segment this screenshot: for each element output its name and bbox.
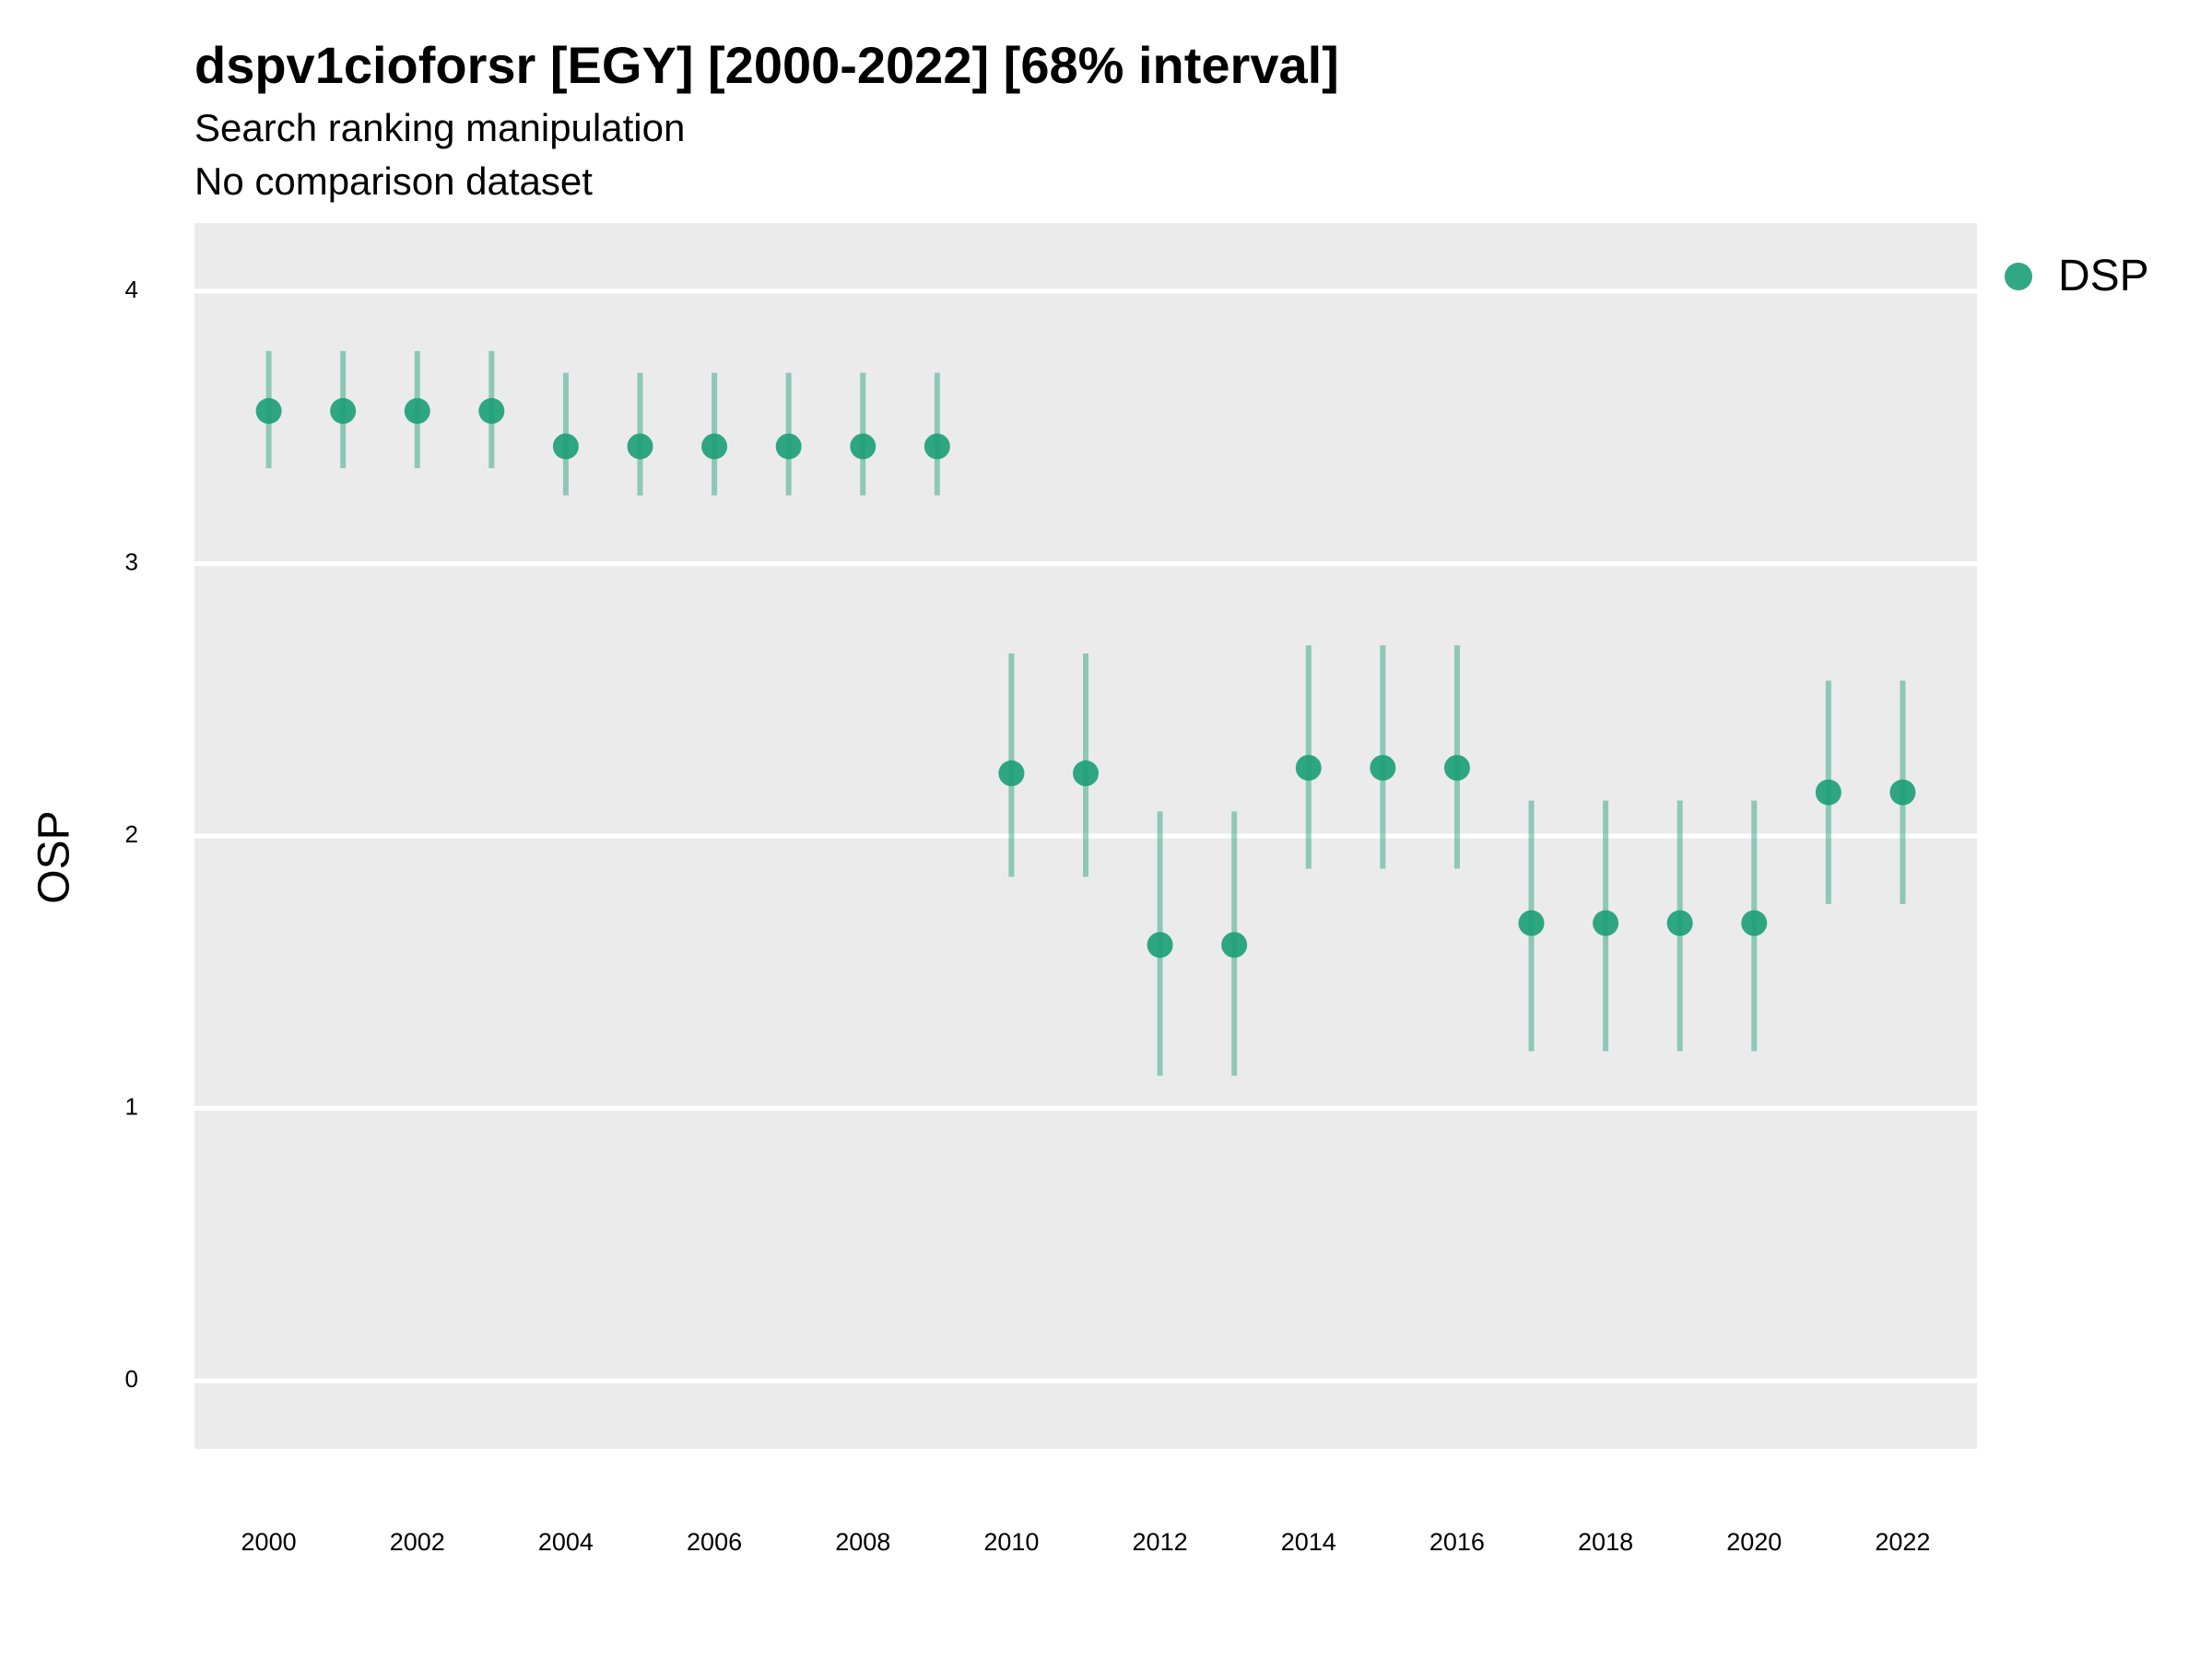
data-point-2020 bbox=[1741, 910, 1768, 936]
legend-key-dsp bbox=[2005, 262, 2032, 290]
y-axis-label: OSP bbox=[30, 810, 79, 903]
x-tick-label-2018: 2018 bbox=[1578, 1528, 1633, 1556]
chart-title: dspv1cioforsr [EGY] [2000-2022] [68% int… bbox=[194, 36, 1339, 94]
legend-label-dsp: DSP bbox=[2058, 252, 2149, 300]
data-point-2015 bbox=[1370, 755, 1396, 782]
chart-subtitle-1: Search ranking manipulation bbox=[194, 106, 686, 149]
data-point-2008 bbox=[850, 433, 877, 460]
x-tick-label-2022: 2022 bbox=[1875, 1528, 1930, 1556]
data-point-2010 bbox=[998, 760, 1025, 787]
data-point-2005 bbox=[627, 433, 653, 460]
y-tick-labels: 0 1 2 3 4 bbox=[125, 276, 138, 1393]
data-point-2019 bbox=[1666, 910, 1693, 936]
data-point-2016 bbox=[1443, 755, 1470, 782]
legend: DSP bbox=[2005, 251, 2149, 301]
y-tick-label-1: 1 bbox=[125, 1092, 138, 1120]
data-point-2018 bbox=[1593, 910, 1619, 936]
data-point-2014 bbox=[1295, 755, 1322, 782]
data-point-2012 bbox=[1147, 932, 1173, 959]
x-tick-label-2016: 2016 bbox=[1430, 1528, 1485, 1556]
x-tick-label-2014: 2014 bbox=[1281, 1528, 1336, 1556]
data-point-2000 bbox=[255, 397, 282, 424]
grid-lines bbox=[194, 288, 1977, 1383]
x-tick-label-2008: 2008 bbox=[835, 1528, 890, 1556]
data-point-2013 bbox=[1221, 932, 1248, 959]
x-tick-label-2006: 2006 bbox=[687, 1528, 742, 1556]
data-points bbox=[255, 397, 1916, 959]
x-tick-label-2020: 2020 bbox=[1726, 1528, 1782, 1556]
x-tick-label-2000: 2000 bbox=[241, 1528, 297, 1556]
data-point-2011 bbox=[1073, 760, 1099, 787]
y-tick-label-0: 0 bbox=[125, 1365, 138, 1393]
data-point-2002 bbox=[404, 397, 430, 424]
x-tick-label-2004: 2004 bbox=[538, 1528, 594, 1556]
x-tick-label-2012: 2012 bbox=[1133, 1528, 1188, 1556]
data-point-2001 bbox=[330, 397, 357, 424]
x-tick-label-2002: 2002 bbox=[390, 1528, 445, 1556]
data-point-2009 bbox=[924, 433, 950, 460]
data-point-2017 bbox=[1518, 910, 1545, 936]
y-tick-label-2: 2 bbox=[125, 820, 138, 848]
chart-subtitle-2: No comparison dataset bbox=[194, 159, 593, 203]
data-point-2022 bbox=[1889, 779, 1916, 806]
x-tick-label-2010: 2010 bbox=[983, 1528, 1039, 1556]
data-point-2004 bbox=[552, 433, 579, 460]
x-tick-labels: 2000 2002 2004 2006 2008 2010 2012 2014 2016 2018… bbox=[241, 1528, 1931, 1556]
data-point-2007 bbox=[775, 433, 802, 460]
y-tick-label-3: 3 bbox=[125, 547, 138, 575]
data-point-2006 bbox=[701, 433, 728, 460]
data-point-2003 bbox=[478, 397, 505, 424]
data-point-2021 bbox=[1815, 779, 1841, 806]
y-tick-label-4: 4 bbox=[125, 276, 138, 303]
